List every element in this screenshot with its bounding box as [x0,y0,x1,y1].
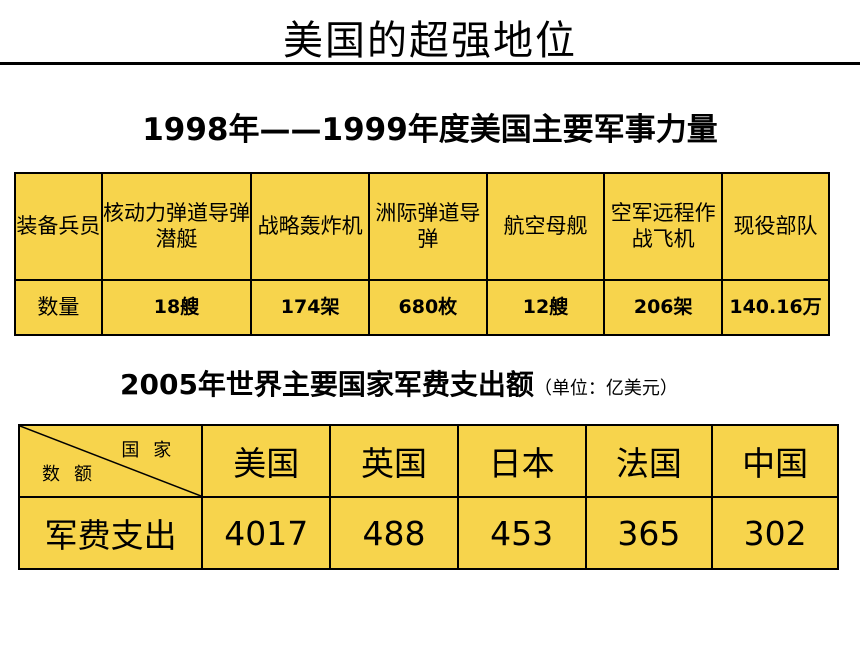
table2-caption: 2005年世界主要国家军费支出额（单位：亿美元） [120,363,678,403]
header-cell: 核动力弹道导弹潜艇 [100,172,253,281]
military-strength-table: 装备兵员 核动力弹道导弹潜艇 战略轰炸机 洲际弹道导弹 航空母舰 空军远程作战飞… [14,172,830,337]
table1-caption: 1998年——1999年度美国主要军事力量 [142,112,718,148]
military-spending-table: 国家 数额 美国 英国 日本 法国 中国 军费支出 4017 488 453 3… [17,424,839,570]
row-label-quantity: 数量 [14,278,103,337]
value-cell: 4017 [201,496,332,570]
value-cell: 302 [711,496,839,570]
header-cell: 空军远程作战飞机 [603,172,724,281]
header-cell-equipment: 装备兵员 [14,172,103,281]
value-cell: 453 [456,496,587,570]
country-header: 法国 [584,424,714,498]
table-row: 数量 18艘 174架 680枚 12艘 206架 140.16万 [14,278,830,337]
unit-note: （单位：亿美元） [533,378,678,399]
value-cell: 206架 [603,278,724,337]
diagonal-header-cell: 国家 数额 [17,424,204,498]
country-header: 日本 [456,424,587,498]
header-cell: 洲际弹道导弹 [367,172,488,281]
value-cell: 488 [329,496,459,570]
country-header: 英国 [329,424,459,498]
value-cell: 365 [584,496,714,570]
value-cell: 140.16万 [721,278,830,337]
table2-caption-text: 2005年世界主要国家军费支出额 [120,368,534,401]
value-cell: 174架 [250,278,370,337]
country-header: 中国 [711,424,839,498]
page-title: 美国的超强地位 [283,18,577,64]
table-row: 军费支出 4017 488 453 365 302 [17,496,839,570]
diag-label-amount: 数额 [42,464,106,485]
header-cell: 现役部队 [721,172,830,281]
header-cell: 航空母舰 [485,172,606,281]
value-cell: 18艘 [100,278,253,337]
table-row: 装备兵员 核动力弹道导弹潜艇 战略轰炸机 洲际弹道导弹 航空母舰 空军远程作战飞… [14,172,830,281]
row-label-spending: 军费支出 [17,496,204,570]
header-cell: 战略轰炸机 [250,172,370,281]
table-row: 国家 数额 美国 英国 日本 法国 中国 [17,424,839,498]
title-divider [0,62,860,65]
value-cell: 12艘 [485,278,606,337]
country-header: 美国 [201,424,332,498]
diag-label-country: 国家 [121,440,186,461]
value-cell: 680枚 [367,278,488,337]
